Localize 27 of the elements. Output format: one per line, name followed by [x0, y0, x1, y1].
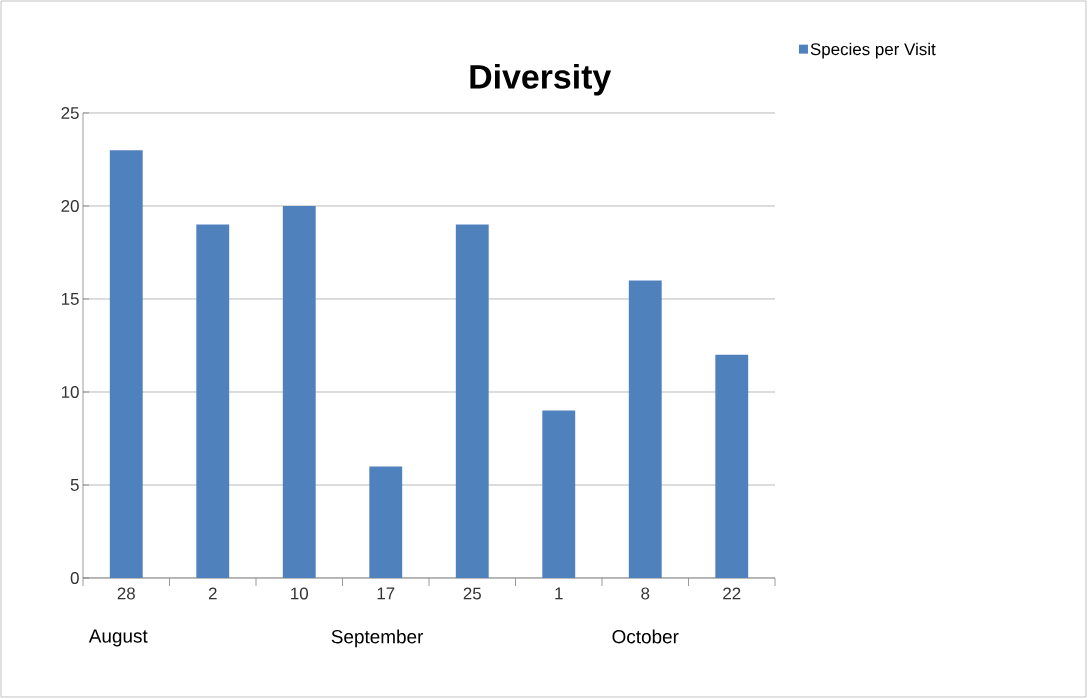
bar	[455, 224, 489, 578]
bar	[628, 280, 662, 578]
y-tick-label: 5	[70, 479, 79, 491]
y-tick-label: 20	[61, 199, 79, 212]
y-tick-label: 10	[61, 385, 79, 398]
x-tick-label: 22	[723, 587, 741, 600]
text: August	[88, 629, 148, 647]
x-tick-label: 17	[377, 587, 395, 600]
y-tick-label: 25	[61, 106, 79, 119]
x-tick-label: 1	[555, 587, 563, 600]
y-tick-label: 0	[70, 571, 79, 584]
text: October	[612, 629, 679, 644]
bar	[282, 205, 316, 578]
x-tick-label: 25	[463, 587, 481, 600]
x-tick-label: 10	[291, 587, 309, 600]
bar	[369, 466, 403, 578]
text: September	[331, 629, 424, 648]
x-tick-label: 28	[117, 587, 135, 600]
legend-label: Species per Visit	[810, 42, 936, 59]
bar	[196, 224, 230, 578]
x-tick-label: 2	[208, 587, 217, 600]
bar	[542, 410, 576, 578]
y-tick-label: 15	[61, 293, 79, 305]
bar	[715, 354, 749, 578]
chart-title: Diversity	[470, 63, 612, 96]
x-tick-label: 8	[641, 587, 650, 600]
bar	[109, 150, 143, 578]
